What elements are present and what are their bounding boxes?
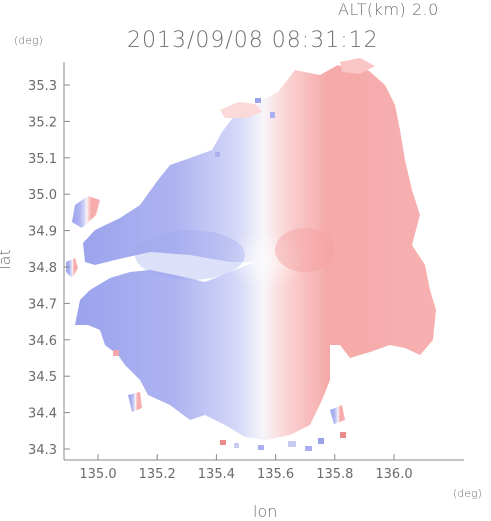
x-tick-label: 136.0 [375, 467, 412, 482]
x-tick-label: 135.0 [79, 467, 116, 482]
y-tick-label: 34.3 [28, 443, 57, 458]
x-tick-label: 135.4 [198, 467, 235, 482]
y-tick-label: 35.3 [28, 79, 57, 94]
x-axis-label: lon [253, 502, 278, 521]
plot-frame [63, 62, 464, 461]
x-tick-label: 135.6 [257, 467, 294, 482]
y-tick-label: 34.8 [28, 261, 57, 276]
x-axis-unit: (deg) [453, 487, 482, 500]
y-tick-label: 34.7 [28, 297, 57, 312]
y-tick-label: 35.2 [28, 115, 57, 130]
y-tick-label: 35.0 [28, 188, 57, 203]
timestamp-title: 2013/09/08 08:31:12 [127, 28, 379, 53]
y-tick-label: 35.1 [28, 152, 57, 167]
y-tick-label: 34.6 [28, 334, 57, 349]
y-axis-unit: (deg) [14, 34, 43, 47]
x-axis-ticks: 135.0 135.2 135.4 135.6 135.8 136.0 [79, 454, 413, 482]
y-tick-label: 34.9 [28, 225, 57, 240]
y-tick-label: 34.4 [28, 407, 57, 422]
altitude-label: ALT(km) 2.0 [338, 0, 439, 19]
y-axis-ticks: 35.3 35.2 35.1 35.0 34.9 34.8 34.7 34.6 34.5 34.4… [28, 79, 70, 458]
x-tick-label: 135.8 [316, 467, 353, 482]
echo-region [66, 58, 436, 451]
x-tick-label: 135.2 [139, 467, 176, 482]
y-tick-label: 34.5 [28, 370, 57, 385]
